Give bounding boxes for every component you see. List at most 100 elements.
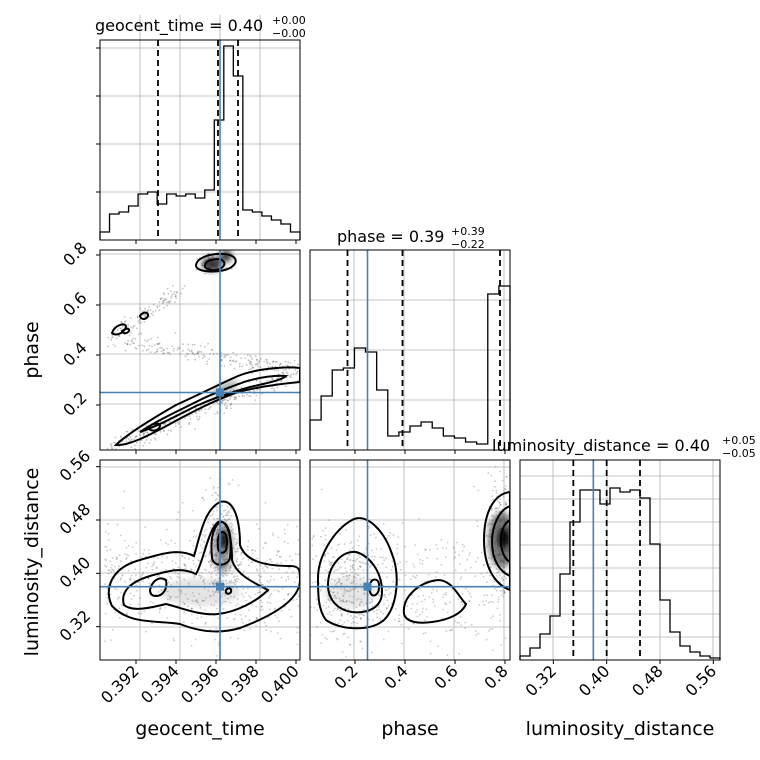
sample-point <box>142 432 145 435</box>
sample-point <box>492 649 494 652</box>
sample-point <box>349 574 351 577</box>
sample-point <box>256 388 259 391</box>
sample-point <box>477 489 480 492</box>
sample-point <box>176 421 179 424</box>
sample-point <box>488 574 491 577</box>
sample-point <box>279 363 282 366</box>
sample-point <box>245 591 247 594</box>
sample-point <box>492 489 494 492</box>
sample-point <box>337 568 340 571</box>
sample-point <box>373 555 376 558</box>
sample-point <box>195 407 197 410</box>
sample-point <box>175 291 178 294</box>
sample-point <box>348 549 351 552</box>
sample-point <box>502 595 505 598</box>
sample-point <box>491 507 493 510</box>
sample-point <box>140 556 143 559</box>
sample-point <box>204 488 207 491</box>
sample-point <box>129 436 132 439</box>
sample-point <box>261 601 264 604</box>
sample-point <box>232 547 235 549</box>
sample-point <box>341 612 343 615</box>
sample-point <box>115 556 118 559</box>
sample-point <box>235 397 238 399</box>
sample-point <box>346 558 349 560</box>
sample-point <box>170 295 173 297</box>
sample-point <box>355 616 358 619</box>
sample-point <box>424 598 426 601</box>
sample-point <box>411 666 413 668</box>
sample-point <box>400 642 403 645</box>
sample-point <box>512 563 514 565</box>
sample-point <box>166 433 169 436</box>
sample-point <box>208 551 211 554</box>
sample-point <box>232 618 235 621</box>
sample-point <box>360 641 362 643</box>
sample-point <box>182 343 185 346</box>
sample-point <box>200 551 203 554</box>
sample-point <box>273 387 275 390</box>
sample-point <box>187 358 190 361</box>
sample-point <box>144 431 147 433</box>
sample-point <box>259 608 262 611</box>
sample-point <box>120 577 122 580</box>
sample-point <box>333 630 335 633</box>
sample-point <box>371 555 374 558</box>
sample-point <box>222 575 225 577</box>
sample-point <box>106 549 109 552</box>
sample-point <box>340 558 343 561</box>
sample-point <box>224 509 227 512</box>
sample-point <box>425 548 427 551</box>
sample-point <box>115 337 118 339</box>
sample-point <box>322 604 325 607</box>
sample-point <box>254 399 257 402</box>
sample-point <box>226 505 229 508</box>
sample-point <box>198 574 201 577</box>
sample-point <box>135 541 138 544</box>
sample-point <box>273 369 276 371</box>
sample-point <box>148 442 151 444</box>
sample-point <box>111 447 114 450</box>
sample-point <box>107 523 109 526</box>
sample-point <box>142 580 145 583</box>
sample-point <box>106 597 109 599</box>
sample-point <box>167 581 170 584</box>
sample-point <box>174 542 177 545</box>
sample-point <box>356 573 359 576</box>
sample-point <box>217 486 220 489</box>
sample-point <box>238 365 241 368</box>
sample-point <box>258 591 261 594</box>
sample-point <box>210 576 213 578</box>
sample-point <box>272 378 275 381</box>
sample-point <box>287 593 289 596</box>
sample-point <box>406 605 409 607</box>
sample-point <box>327 613 329 615</box>
sample-point <box>230 403 232 406</box>
sample-point <box>161 347 163 349</box>
sample-point <box>229 359 232 362</box>
sample-point <box>354 615 357 618</box>
sample-point <box>410 594 413 597</box>
sample-point <box>272 360 275 362</box>
sample-point <box>416 615 419 618</box>
sample-point <box>371 600 374 603</box>
sample-point <box>214 499 217 502</box>
sample-point <box>171 293 174 295</box>
sample-point <box>455 541 458 544</box>
sample-point <box>200 544 202 546</box>
sample-point <box>375 609 378 612</box>
sample-point <box>274 614 276 617</box>
sample-point <box>187 343 190 346</box>
sample-point <box>203 530 206 533</box>
sample-point <box>512 522 514 524</box>
sample-point <box>118 445 121 448</box>
sample-point <box>230 407 232 410</box>
sample-point <box>165 528 168 531</box>
sample-point <box>259 564 262 567</box>
sample-point <box>131 546 134 548</box>
sample-point <box>127 438 130 440</box>
sample-point <box>174 422 177 425</box>
sample-point <box>106 602 109 605</box>
sample-point <box>229 359 231 362</box>
sample-point <box>495 507 498 510</box>
